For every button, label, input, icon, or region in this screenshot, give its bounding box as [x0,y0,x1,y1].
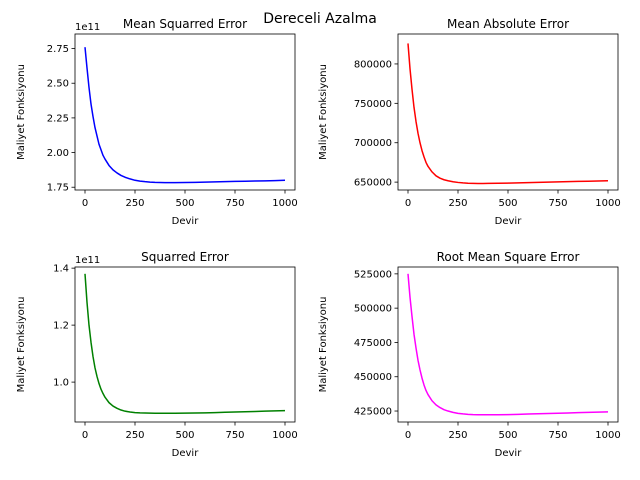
y-tick-label: 450000 [354,372,392,383]
y-tick-label: 2.75 [47,44,69,55]
figure-title: Dereceli Azalma [263,11,377,27]
subplot-title: Mean Absolute Error [447,17,569,31]
y-axis-label: Maliyet Fonksiyonu [318,64,329,160]
y-tick-label: 750000 [354,99,392,110]
x-tick-label: 1000 [595,198,620,209]
x-axis-label: Devir [495,216,523,227]
x-axis-label: Devir [172,448,200,459]
x-tick-label: 250 [448,430,467,441]
series-line [407,273,609,416]
x-tick-label: 750 [225,430,244,441]
x-tick-label: 500 [175,198,194,209]
subplot-2: 0 250 500 750 1000 650000 700000 750000 800000 De… [318,17,621,227]
x-tick-label: 1000 [272,198,297,209]
x-axis-label: Devir [172,216,200,227]
subplot-title: Squarred Error [141,250,229,264]
x-tick-label: 250 [448,198,467,209]
x-axis-label: Devir [495,448,523,459]
x-tick-label: 0 [405,198,411,209]
y-tick-label: 475000 [354,338,392,349]
x-tick-label: 250 [125,430,144,441]
x-tick-label: 0 [405,430,411,441]
y-tick-label: 1.2 [53,321,69,332]
y-tick-label: 650000 [354,178,392,189]
y-tick-label: 800000 [354,59,392,70]
subplot-3: 0 250 500 750 1000 1.0 1.2 1.4 Devir Maliyet Fonk… [16,250,298,459]
y-tick-label: 700000 [354,138,392,149]
y-tick-label: 500000 [354,304,392,315]
y-tick-label: 1.4 [53,264,69,275]
subplot-grid: 0 250 500 750 1000 1.75 2.00 2.25 2.50 2.75 Devir M… [16,17,621,459]
x-tick-label: 0 [82,198,88,209]
y-axis-label: Maliyet Fonksiyonu [16,297,27,393]
x-tick-label: 750 [225,198,244,209]
axis-offset-label: 1e11 [75,22,100,33]
x-tick-label: 1000 [595,430,620,441]
y-tick-label: 1.75 [47,183,69,194]
series-line [407,43,609,185]
x-tick-label: 0 [82,430,88,441]
x-tick-label: 750 [548,430,567,441]
y-axis-label: Maliyet Fonksiyonu [16,64,27,160]
x-tick-label: 500 [498,430,517,441]
y-tick-label: 2.50 [47,79,69,90]
x-tick-label: 250 [125,198,144,209]
y-tick-label: 2.00 [47,148,69,159]
subplot-4: 0 250 500 750 1000 425000 450000 475000 500000 52… [318,250,621,459]
y-tick-label: 425000 [354,407,392,418]
x-tick-label: 750 [548,198,567,209]
y-axis-label: Maliyet Fonksiyonu [318,297,329,393]
subplot-title: Mean Squarred Error [123,17,247,31]
y-tick-label: 525000 [354,269,392,280]
y-tick-label: 2.25 [47,113,69,124]
y-tick-label: 1.0 [53,378,69,389]
subplot-1: 0 250 500 750 1000 1.75 2.00 2.25 2.50 2.75 Devir M… [16,17,298,227]
series-line [84,47,286,184]
x-tick-label: 500 [175,430,194,441]
axis-offset-label: 1e11 [75,255,100,266]
subplot-title: Root Mean Square Error [437,250,580,264]
series-line [84,273,286,415]
x-tick-label: 1000 [272,430,297,441]
x-tick-label: 500 [498,198,517,209]
